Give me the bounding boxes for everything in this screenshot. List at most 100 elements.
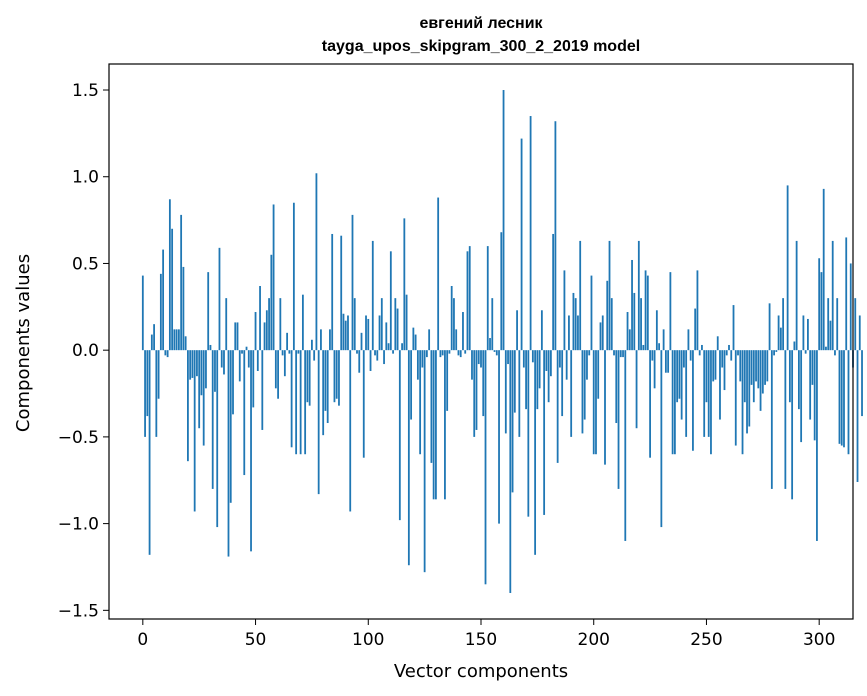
bar-208	[610, 298, 613, 351]
bar-66	[290, 350, 293, 448]
bar-115	[401, 343, 403, 351]
bar-145	[468, 246, 471, 351]
bar-128	[430, 350, 433, 463]
bar-82	[326, 350, 329, 424]
bar-19	[184, 336, 187, 351]
bar-17	[180, 214, 183, 351]
bar-259	[725, 350, 728, 356]
bar-167	[518, 350, 521, 437]
bar-271	[752, 350, 755, 403]
bar-22	[191, 350, 194, 378]
bar-139	[455, 329, 458, 351]
bar-81	[324, 350, 327, 411]
bar-74	[308, 350, 311, 406]
bar-135	[446, 350, 449, 411]
x-tick-label: 200	[578, 630, 610, 650]
bar-163	[509, 350, 512, 593]
bar-254	[714, 350, 717, 380]
bar-136	[448, 350, 451, 354]
bar-193	[577, 315, 579, 351]
bar-151	[482, 350, 485, 417]
bar-116	[403, 218, 406, 351]
bar-27	[202, 350, 205, 446]
x-tick-label: 100	[352, 630, 384, 650]
bar-245	[694, 308, 697, 351]
bar-203	[599, 322, 602, 351]
bar-165	[513, 350, 516, 413]
bar-13	[171, 228, 174, 351]
bar-29	[207, 272, 210, 351]
bar-97	[360, 332, 363, 351]
x-axis-ticks: 0 50 100 150 200 250 300	[137, 619, 835, 650]
bar-9	[162, 249, 165, 351]
bar-24	[196, 350, 198, 377]
bar-266	[741, 350, 744, 455]
y-tick-label: 0.0	[72, 341, 99, 361]
bar-3	[148, 350, 151, 555]
bar-36	[223, 350, 225, 375]
chart-title: евгений лесник	[419, 15, 543, 32]
bar-302	[822, 188, 825, 351]
bar-98	[362, 350, 365, 458]
bar-88	[340, 235, 343, 351]
bar-240	[683, 350, 685, 368]
bar-18	[182, 266, 185, 351]
bar-234	[669, 272, 672, 351]
bar-283	[779, 327, 782, 351]
bar-241	[685, 350, 688, 437]
y-tick-label: −1.5	[58, 601, 99, 621]
bar-173	[531, 350, 534, 363]
bar-120	[412, 327, 415, 351]
bar-6	[155, 350, 158, 437]
bar-117	[405, 294, 408, 351]
y-tick-label: 1.5	[72, 81, 99, 101]
bar-147	[473, 350, 476, 437]
bar-317	[856, 350, 859, 482]
bar-269	[748, 350, 751, 427]
bar-129	[432, 350, 435, 500]
bar-65	[288, 350, 291, 354]
bar-75	[311, 339, 313, 351]
bar-243	[689, 350, 692, 361]
bar-238	[678, 350, 681, 399]
bar-236	[673, 350, 676, 455]
bar-310	[840, 350, 843, 446]
bar-134	[444, 350, 446, 500]
bar-39	[229, 350, 232, 503]
bar-14	[173, 329, 176, 351]
bar-211	[617, 350, 620, 489]
bar-33	[216, 350, 219, 528]
bar-99	[365, 315, 367, 351]
bar-130	[435, 350, 437, 500]
bar-159	[500, 232, 503, 351]
bar-262	[732, 305, 735, 351]
bar-146	[471, 350, 473, 380]
bar-102	[371, 240, 374, 351]
bar-70	[299, 350, 302, 455]
bar-59	[274, 350, 277, 389]
bar-172	[529, 116, 532, 351]
bar-72	[304, 350, 307, 455]
bar-199	[590, 275, 593, 351]
bar-158	[498, 350, 500, 524]
bar-305	[829, 320, 832, 351]
bar-284	[782, 298, 785, 351]
bar-206	[606, 280, 609, 351]
bar-90	[344, 320, 347, 351]
bar-196	[583, 350, 586, 420]
bar-264	[737, 350, 739, 356]
bar-265	[739, 350, 742, 382]
bar-214	[624, 350, 627, 541]
bar-281	[775, 350, 778, 352]
bar-68	[295, 350, 298, 455]
bar-309	[838, 350, 841, 444]
bar-54	[263, 322, 266, 351]
bar-125	[423, 350, 426, 573]
bar-122	[416, 350, 419, 380]
bar-307	[834, 350, 836, 356]
bar-141	[459, 350, 462, 358]
bar-8	[159, 273, 162, 351]
bar-25	[198, 350, 201, 429]
bar-255	[716, 336, 719, 351]
